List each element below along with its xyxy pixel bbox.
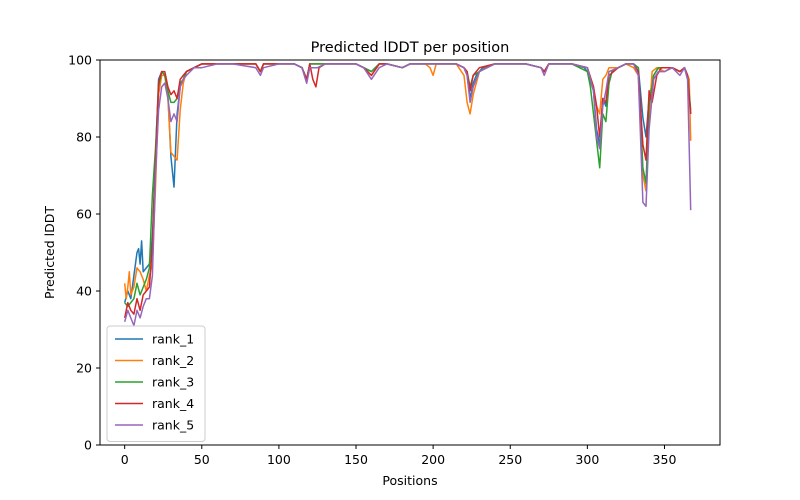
x-tick-label: 50	[194, 452, 210, 467]
y-tick-label: 80	[76, 130, 92, 145]
y-tick-label: 20	[76, 361, 92, 376]
legend-label-rank_3: rank_3	[152, 375, 194, 390]
y-axis-ticks: 0 20 40 60 80 100	[68, 53, 100, 453]
legend-label-rank_2: rank_2	[152, 353, 194, 368]
x-tick-label: 0	[121, 452, 129, 467]
y-tick-label: 40	[76, 284, 92, 299]
plot-frame	[99, 59, 721, 446]
legend: rank_1 rank_2 rank_3 rank_4 rank_5	[106, 325, 206, 442]
y-axis-label: Predicted lDDT	[42, 206, 57, 299]
x-tick-label: 250	[498, 452, 522, 467]
y-tick-label: 60	[76, 207, 92, 222]
y-tick-label: 100	[68, 53, 92, 68]
legend-label-rank_1: rank_1	[152, 332, 194, 347]
legend-box	[106, 325, 206, 442]
legend-label-rank_5: rank_5	[152, 418, 194, 433]
plot-lines	[123, 63, 692, 327]
x-tick-label: 100	[267, 452, 291, 467]
series-line-rank_5	[123, 63, 692, 327]
legend-label-rank_4: rank_4	[152, 396, 194, 411]
chart-title: Predicted lDDT per position	[311, 40, 510, 56]
y-tick-label: 0	[84, 438, 92, 453]
x-axis-ticks: 0 50 100 150 200 250 300 350	[121, 445, 677, 467]
x-tick-label: 200	[421, 452, 445, 467]
x-tick-label: 350	[653, 452, 677, 467]
x-tick-label: 150	[344, 452, 368, 467]
x-axis-label: Positions	[382, 473, 437, 488]
x-tick-label: 300	[575, 452, 599, 467]
